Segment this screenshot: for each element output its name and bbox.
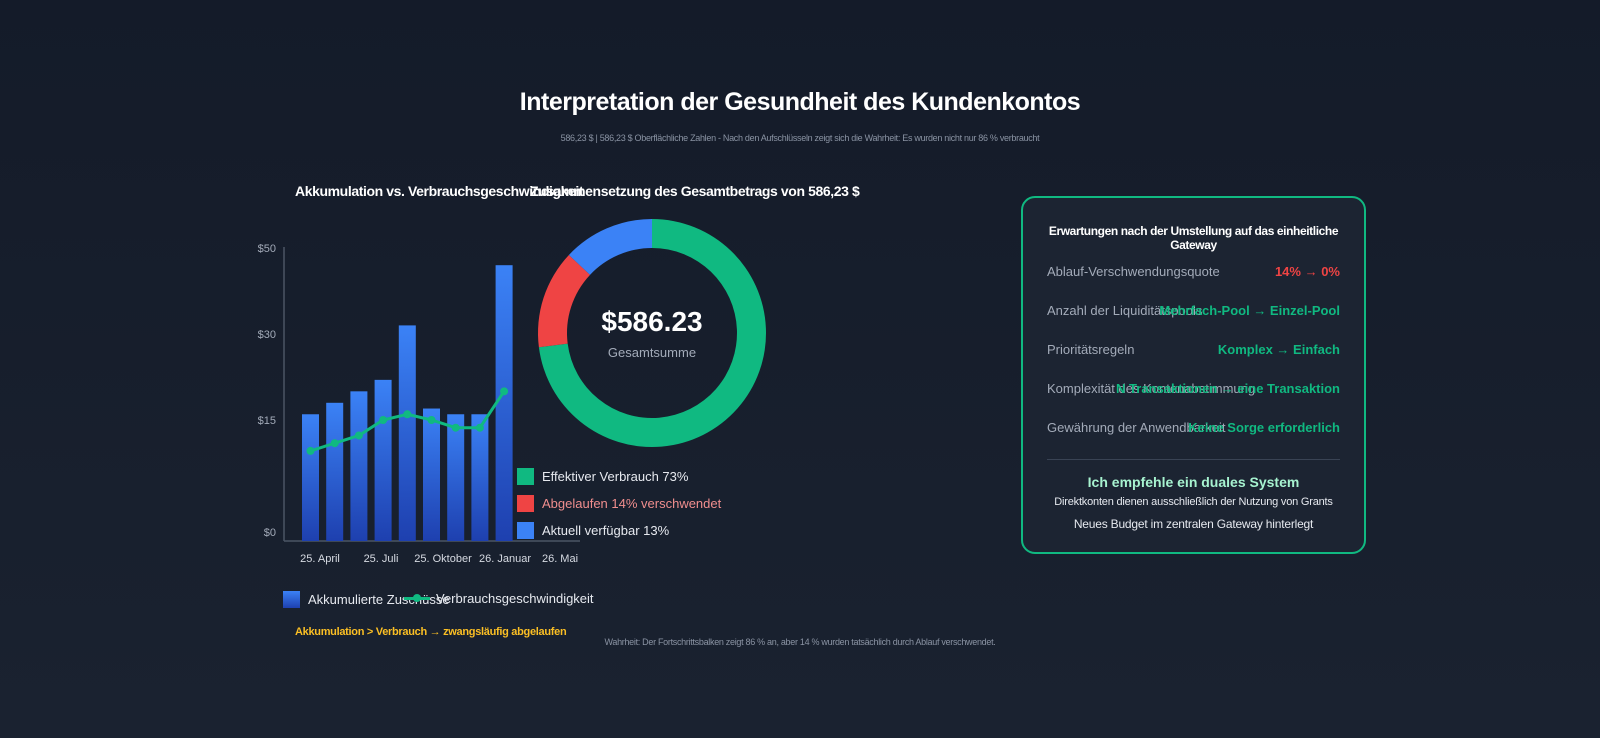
bar-legend-line: Verbrauchsgeschwindigkeit (404, 591, 594, 606)
row-label: Prioritätsregeln (1047, 342, 1135, 357)
line-point (403, 410, 412, 419)
line-point (379, 416, 388, 424)
donut-legend-consumption: Effektiver Verbrauch 73% (517, 468, 688, 485)
bar (423, 408, 440, 541)
bar (398, 325, 416, 541)
row-value: Komplex → Einfach (1217, 342, 1340, 357)
legend-label: Abgelaufen 14% verschwendet (542, 496, 722, 511)
bar (326, 402, 344, 541)
row-value: Keine Sorge erforderlich (1188, 420, 1340, 435)
panel-row: Prioritätsregeln Komplex → Einfach (1047, 332, 1340, 369)
panel-row: Komplexität des Kontenabstimmung N Trans… (1047, 371, 1340, 408)
recommendation-line-1: Direktkonten dienen ausschließlich der N… (1054, 496, 1333, 508)
row-value: 14% → 0% (1274, 264, 1340, 279)
legend-swatch-red (517, 495, 534, 512)
footnote: Wahrheit: Der Fortschrittsbalken zeigt 8… (604, 637, 996, 647)
legend-swatch-blue (517, 522, 534, 539)
donut-slice (538, 254, 591, 348)
legend-swatch-line (404, 594, 430, 602)
bar (471, 414, 489, 541)
line-point (451, 423, 460, 432)
bar (447, 414, 465, 541)
line-point (330, 439, 339, 448)
panel-title: Erwartungen nach der Umstellung auf das … (1048, 224, 1339, 252)
legend-label: Aktuell verfügbar 13% (542, 523, 670, 538)
row-value: N Transaktionen → eine Transaktion (1116, 381, 1340, 396)
panel-divider (1047, 459, 1340, 460)
row-label: Ablauf-Verschwendungsquote (1047, 264, 1220, 279)
x-tick-label: 26. Januar (479, 553, 531, 565)
x-tick-label: 25. April (300, 553, 340, 565)
row-value: Mehrfach-Pool → Einzel-Pool (1159, 303, 1340, 318)
line-point (427, 416, 436, 424)
donut-center-label: Gesamtsumme (608, 345, 696, 360)
bar (302, 414, 319, 541)
legend-swatch-green (517, 468, 534, 485)
line-point (500, 387, 509, 396)
legend-swatch-bar (283, 591, 300, 608)
bar-chart-title: Akkumulation vs. Verbrauchsgeschwindigke… (295, 183, 584, 199)
page-subtitle: 586,23 $ | 586,23 $ Oberflächliche Zahle… (560, 133, 1040, 143)
legend-label: Effektiver Verbrauch 73% (542, 469, 689, 484)
panel-row: Ablauf-Verschwendungsquote 14% → 0% (1047, 254, 1340, 291)
line-point (354, 431, 363, 440)
row-label: Komplexität des Kontenabstimmung (1047, 381, 1256, 396)
donut-legend-available: Aktuell verfügbar 13% (517, 522, 669, 539)
donut-chart-title: Zusammensetzung des Gesamtbetrags von 58… (530, 183, 860, 199)
recommendation-line-2: Neues Budget im zentralen Gateway hinter… (1073, 517, 1314, 531)
x-tick-label: 26. Mai (542, 553, 578, 565)
bar (495, 265, 513, 541)
panel-row: Anzahl der Liquiditätspools Mehrfach-Poo… (1047, 293, 1340, 330)
bar (350, 391, 368, 541)
line-point (475, 423, 484, 432)
line-point (306, 446, 315, 455)
row-label: Gewährung der Anwendbarkeit (1047, 420, 1226, 435)
y-tick-label: $0 (264, 527, 276, 539)
donut-chart: $586.23 Gesamtsumme (538, 219, 766, 447)
bar (374, 379, 392, 541)
y-tick-label: $50 (258, 243, 276, 255)
y-tick-label: $15 (258, 415, 276, 427)
x-tick-label: 25. Juli (364, 553, 399, 565)
bar-chart: $50 $30 $15 $0 25. April 25. Juli 25. Oktober 2… (258, 243, 580, 565)
donut-legend-expired: Abgelaufen 14% verschwendet (517, 495, 721, 512)
row-label: Anzahl der Liquiditätspools (1047, 303, 1203, 318)
recommendation-title: Ich empfehle ein duales System (1087, 474, 1300, 490)
donut-slice (568, 219, 652, 275)
y-tick-label: $30 (258, 329, 276, 341)
page-title: Interpretation der Gesundheit des Kunden… (519, 88, 1081, 116)
x-tick-label: 25. Oktober (414, 553, 472, 565)
legend-label: Verbrauchsgeschwindigkeit (436, 591, 594, 606)
warning-text: Akkumulation > Verbrauch → zwangsläufig … (295, 626, 567, 638)
gateway-expectations-panel: Erwartungen nach der Umstellung auf das … (1021, 196, 1366, 554)
donut-center-value: $586.23 (601, 306, 702, 337)
panel-row: Gewährung der Anwendbarkeit Keine Sorge … (1047, 410, 1340, 447)
